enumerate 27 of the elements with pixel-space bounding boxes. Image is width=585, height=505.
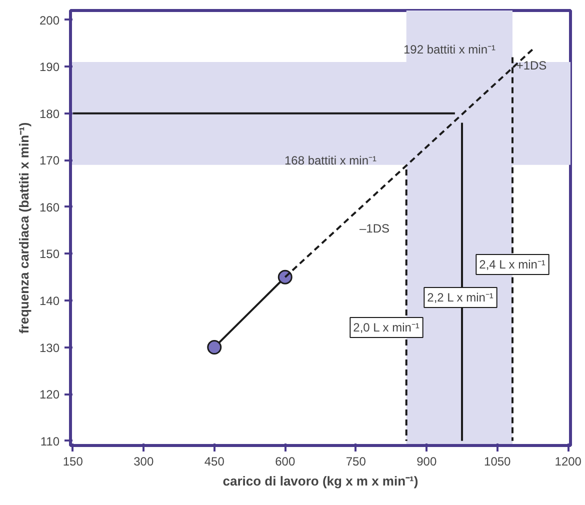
y-tick-label: 190 <box>39 60 60 74</box>
x-axis-title: carico di lavoro (kg x m x min⁻¹) <box>222 474 418 488</box>
y-tick-label: 180 <box>39 106 60 121</box>
x-tick-label: 750 <box>346 454 366 468</box>
annotation: 2,4 L x min⁻¹ <box>479 258 546 272</box>
x-tick-label: 450 <box>204 454 225 468</box>
annotation: 168 battiti x min⁻¹ <box>284 154 377 168</box>
y-tick-label: 140 <box>39 294 60 308</box>
y-tick-label: 110 <box>40 434 60 448</box>
y-tick-label: 160 <box>39 200 60 214</box>
annotation: –1DS <box>359 222 390 236</box>
x-tick-label: 1050 <box>484 454 512 468</box>
y-tick-label: 200 <box>39 13 60 28</box>
y-tick-label: 170 <box>39 154 60 168</box>
x-tick-label: 300 <box>134 454 154 468</box>
y-tick-label: 130 <box>39 340 60 355</box>
annotation: 2,2 L x min⁻¹ <box>427 290 494 304</box>
x-tick-label: 900 <box>416 454 437 468</box>
annotation: +1DS <box>516 58 547 72</box>
annotation: 2,0 L x min⁻¹ <box>353 320 420 334</box>
y-tick-label: 150 <box>39 247 60 262</box>
x-tick-label: 150 <box>62 454 84 468</box>
y-tick-label: 120 <box>39 388 60 402</box>
y-axis-title: frequenza cardiaca (battiti x min⁻¹) <box>16 122 32 334</box>
annotation: 192 battiti x min⁻¹ <box>403 42 496 56</box>
x-tick-label: 600 <box>275 454 296 468</box>
x-tick-label: 1200 <box>554 454 582 468</box>
